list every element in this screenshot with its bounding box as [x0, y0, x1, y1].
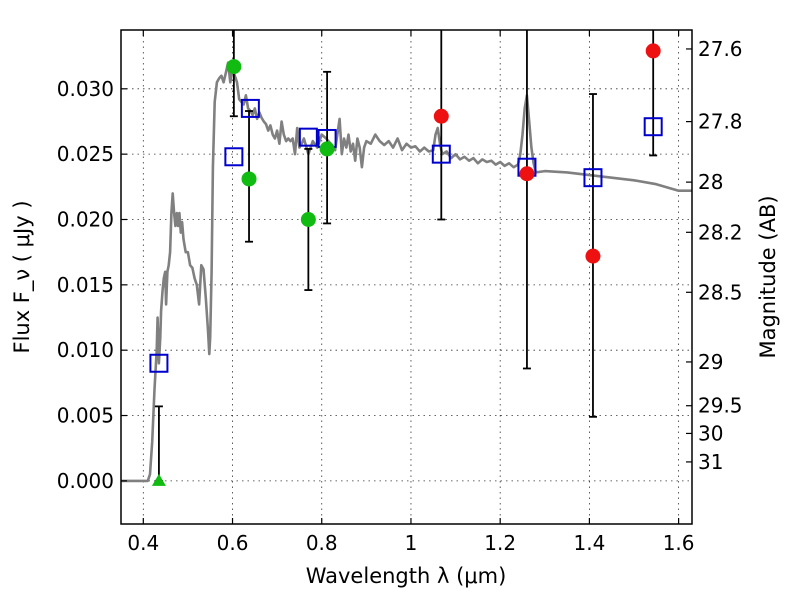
- error-bars: [154, 30, 658, 482]
- magnitude-tick-label: 28.5: [698, 280, 743, 304]
- data-point-triangle: [151, 473, 166, 486]
- data-point-square: [583, 168, 603, 188]
- y-tick-label: 0.020: [57, 207, 114, 231]
- data-point-square: [431, 144, 451, 164]
- data-point-square: [643, 117, 663, 137]
- magnitude-tick-label: 28: [698, 170, 723, 194]
- data-point-circle: [319, 141, 335, 157]
- data-point-circle: [585, 248, 601, 264]
- y-tick-label: 0.015: [57, 273, 114, 297]
- data-point-circle: [519, 166, 535, 182]
- x-tick-label: 0.8: [306, 531, 338, 555]
- y-tick-label: 0.025: [57, 142, 114, 166]
- data-markers: [149, 43, 663, 486]
- magnitude-axis-ticks: 27.6 27.8 28 28.2 28.5 29 29.5 30 31: [686, 37, 743, 474]
- data-point-circle: [433, 108, 449, 124]
- data-point-square: [149, 353, 169, 373]
- x-tick-label: 0.6: [217, 531, 249, 555]
- model-spectrum: [121, 61, 692, 483]
- magnitude-tick-label: 30: [698, 421, 723, 445]
- magnitude-tick-label: 27.8: [698, 110, 743, 134]
- magnitude-tick-label: 29.5: [698, 394, 743, 418]
- y-axis-ticks: 0.000 0.005 0.010 0.015 0.020 0.025 0.030: [57, 77, 127, 493]
- x-tick-label: 1.4: [573, 531, 605, 555]
- data-point-circle: [300, 211, 316, 227]
- y-tick-label: 0.000: [57, 469, 114, 493]
- y-axis-title: Flux F_ν ( μJy ): [10, 200, 35, 353]
- data-point-circle: [645, 43, 661, 59]
- data-point-square: [240, 98, 260, 118]
- x-tick-label: 0.4: [127, 531, 159, 555]
- magnitude-axis-title: Magnitude (AB): [756, 195, 780, 358]
- model-spectrum-line: [121, 61, 692, 483]
- y-tick-label: 0.010: [57, 338, 114, 362]
- data-point-square: [224, 147, 244, 167]
- data-point-circle: [241, 171, 257, 187]
- magnitude-tick-label: 28.2: [698, 220, 743, 244]
- grid: [121, 30, 692, 524]
- x-tick-label: 1.6: [663, 531, 695, 555]
- magnitude-tick-label: 31: [698, 450, 723, 474]
- x-tick-label: 1.2: [484, 531, 516, 555]
- plot-frame: [120, 29, 693, 525]
- magnitude-tick-label: 27.6: [698, 37, 743, 61]
- data-point-circle: [226, 59, 242, 75]
- y-tick-label: 0.030: [57, 77, 114, 101]
- magnitude-tick-label: 29: [698, 350, 723, 374]
- x-axis-title: Wavelength λ (μm): [306, 564, 507, 588]
- y-tick-label: 0.005: [57, 404, 114, 428]
- x-axis-ticks: 0.4 0.6 0.8 1 1.2 1.4 1.6: [127, 30, 695, 555]
- x-tick-label: 1: [405, 531, 418, 555]
- data-point-square: [298, 127, 318, 147]
